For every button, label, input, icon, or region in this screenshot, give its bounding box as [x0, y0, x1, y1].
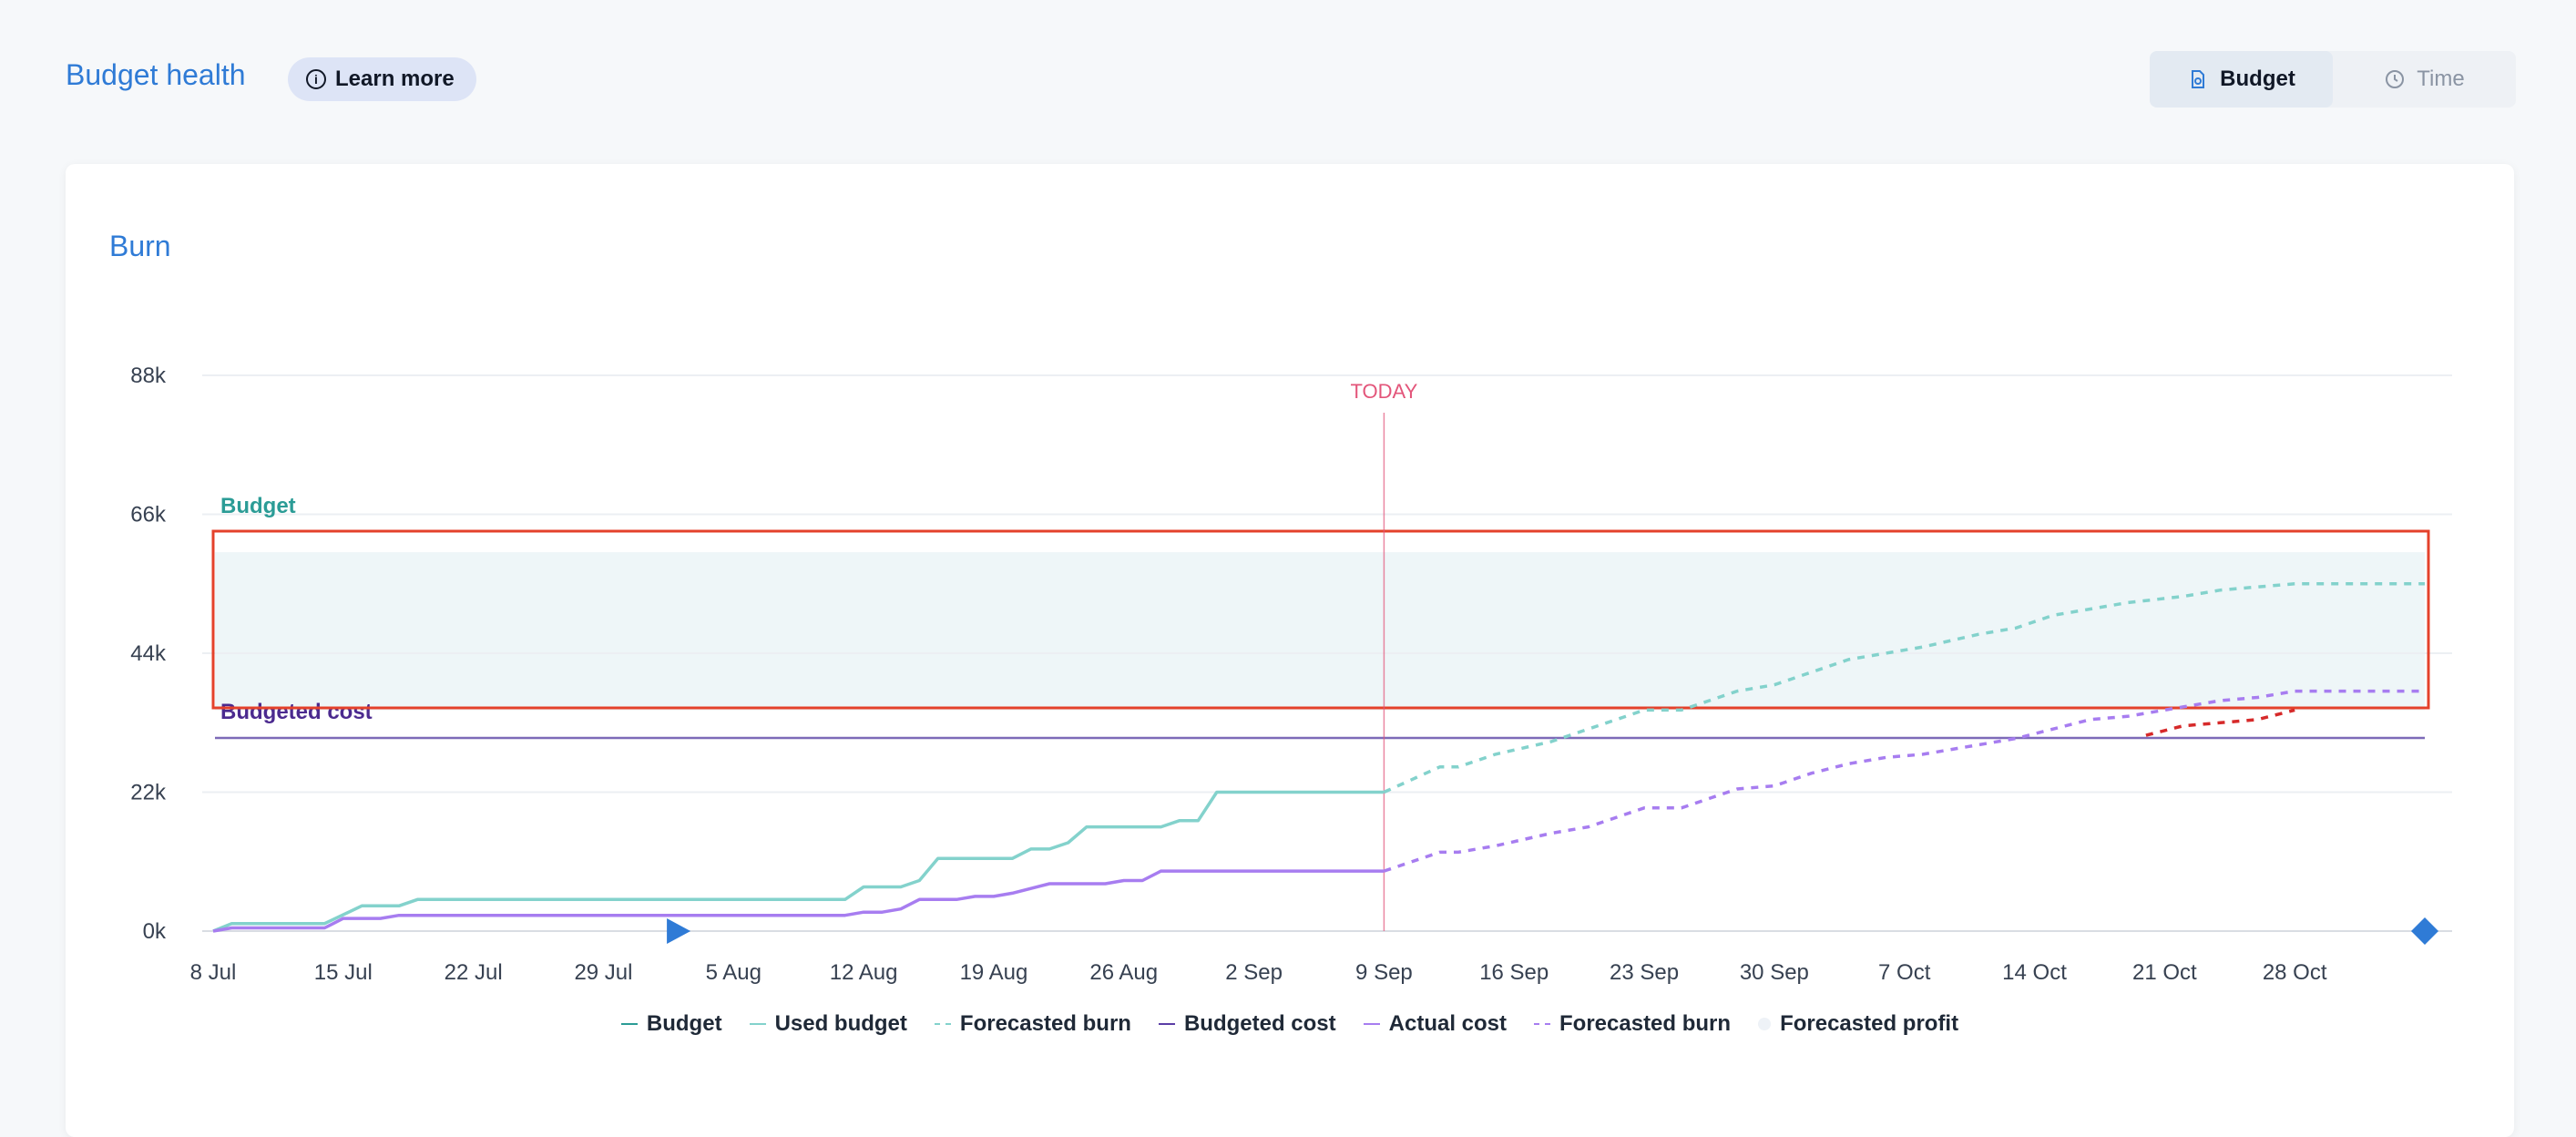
x-tick-label: 21 Oct: [2132, 960, 2197, 985]
x-tick-label: 30 Sep: [1740, 960, 1809, 985]
toggle-time-label: Time: [2417, 67, 2465, 91]
legend-label: Budgeted cost: [1183, 1011, 1336, 1036]
toggle-budget[interactable]: Budget: [2150, 51, 2333, 108]
used-budget-line: [212, 790, 1385, 933]
legend-label: Forecasted burn: [1559, 1011, 1732, 1036]
legend-label: Forecasted burn: [959, 1011, 1131, 1036]
y-tick-label: 0k: [143, 919, 167, 944]
legend-item[interactable]: Used budget: [749, 1011, 907, 1037]
legend-item[interactable]: Forecasted burn: [934, 1011, 1131, 1037]
x-tick-label: 8 Jul: [190, 960, 237, 985]
x-tick-label: 22 Jul: [445, 960, 503, 985]
card-title: Burn: [109, 230, 171, 262]
legend-label: Actual cost: [1388, 1011, 1508, 1036]
chart-legend: Budget Used budget Forecasted burn Budgeted…: [66, 1011, 2514, 1037]
x-tick-label: 14 Oct: [2002, 960, 2067, 985]
budget-doc-icon: [2192, 70, 2205, 88]
x-tick-label: 23 Sep: [1610, 960, 1679, 985]
end-milestone-icon: [2411, 917, 2438, 945]
legend-swatch: [1534, 1023, 1551, 1025]
actual-cost-line: [212, 869, 1385, 933]
x-tick-label: 28 Oct: [2263, 960, 2327, 985]
x-tick-label: 2 Sep: [1225, 960, 1283, 985]
x-tick-label: 5 Aug: [706, 960, 762, 985]
view-toggle: Budget Time: [2150, 51, 2516, 108]
legend-item[interactable]: Forecasted burn: [1534, 1011, 1731, 1037]
page-title: Budget health: [66, 58, 246, 91]
x-tick-label: 7 Oct: [1878, 960, 1931, 985]
overrun-forecast-line: [2145, 708, 2295, 737]
x-tick-label: 12 Aug: [830, 960, 898, 985]
start-milestone-icon: [667, 918, 691, 944]
toggle-time[interactable]: Time: [2333, 51, 2516, 108]
legend-swatch: [620, 1023, 638, 1025]
budget-annotation: Budget: [220, 494, 296, 518]
clock-icon: [2386, 70, 2405, 88]
learn-more-button[interactable]: i Learn more: [288, 57, 476, 101]
legend-label: Budget: [646, 1011, 722, 1036]
legend-swatch: [934, 1023, 951, 1025]
legend-item[interactable]: Forecasted profit: [1758, 1011, 1958, 1037]
legend-swatch: [1158, 1023, 1175, 1025]
x-tick-label: 9 Sep: [1355, 960, 1413, 985]
legend-swatch: [749, 1023, 766, 1025]
burn-chart: 0k 22k 44k 66k 88k 8 Jul 15 Jul 22 Jul 29 Jul 5 A…: [130, 364, 2452, 985]
x-tick-label: 29 Jul: [574, 960, 632, 985]
y-tick-label: 66k: [130, 503, 167, 528]
learn-more-label: Learn more: [335, 67, 455, 91]
toggle-budget-label: Budget: [2220, 67, 2295, 91]
info-icon: i: [306, 69, 326, 89]
forecasted-burn-cost-line: [1383, 689, 2425, 873]
today-label: TODAY: [1351, 380, 1418, 403]
y-tick-label: 88k: [130, 364, 167, 388]
legend-item[interactable]: Budgeted cost: [1158, 1011, 1336, 1037]
legend-swatch: [1363, 1023, 1380, 1025]
legend-swatch: [1758, 1018, 1772, 1030]
x-tick-label: 16 Sep: [1479, 960, 1549, 985]
highlight-box: [211, 529, 2430, 710]
x-tick-label: 26 Aug: [1089, 960, 1158, 985]
forecasted-burn-budget-line: [1383, 582, 2425, 794]
legend-label: Used budget: [774, 1011, 907, 1036]
y-tick-label: 44k: [130, 641, 167, 666]
legend-item[interactable]: Actual cost: [1363, 1011, 1508, 1037]
legend-label: Forecasted profit: [1780, 1011, 1959, 1036]
budgeted-cost-annotation: Budgeted cost: [220, 700, 373, 724]
x-tick-label: 19 Aug: [960, 960, 1028, 985]
forecasted-profit-area: [215, 552, 2425, 711]
y-tick-label: 22k: [130, 781, 167, 805]
legend-item[interactable]: Budget: [620, 1011, 722, 1037]
burn-card: Burn 0k 22k 44k 66k 88k 8 Jul 15 Jul 22 Jul 29 J…: [66, 164, 2514, 1137]
x-tick-label: 15 Jul: [314, 960, 373, 985]
